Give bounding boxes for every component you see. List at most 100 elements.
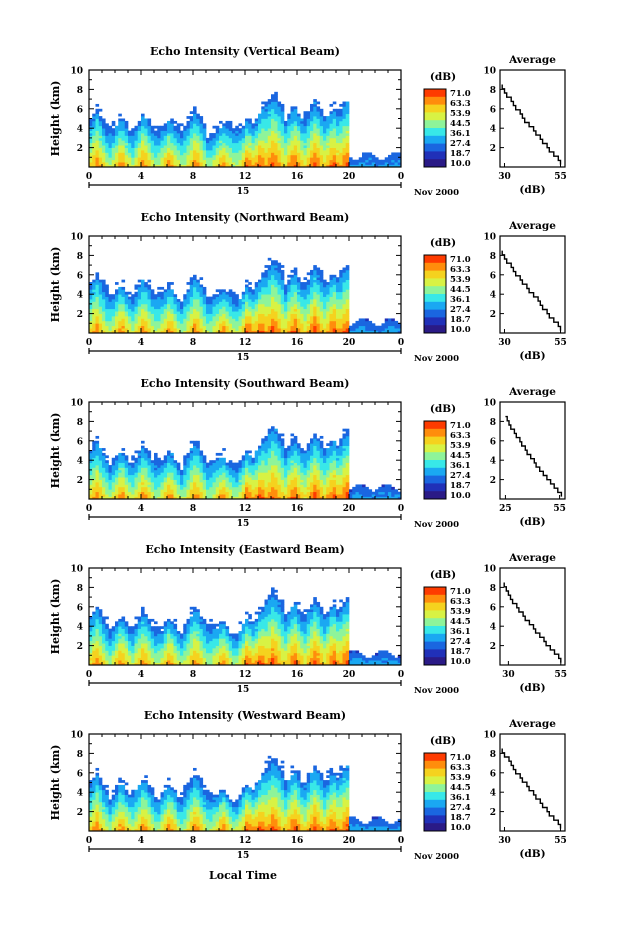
heatmap-cell (118, 496, 122, 500)
heatmap-cell (336, 303, 340, 307)
heatmap-cell (290, 137, 295, 141)
heatmap-cell (241, 496, 246, 500)
heatmap-cell (102, 157, 106, 161)
heatmap-cell (189, 137, 194, 141)
heatmap-cell (95, 306, 100, 310)
heatmap-cell (264, 469, 269, 473)
heatmap-cell (167, 301, 171, 305)
heatmap-cell (98, 301, 103, 305)
heatmap-cell (183, 460, 187, 463)
heatmap-cell (167, 479, 171, 483)
heatmap-cell (365, 328, 369, 331)
heatmap-cell (121, 123, 126, 127)
heatmap-cell (254, 135, 259, 139)
heatmap-cell (277, 154, 282, 158)
heatmap-cell (222, 496, 226, 500)
heatmap-cell (261, 443, 265, 446)
heatmap-cell (326, 147, 330, 151)
heatmap-cell (89, 147, 93, 151)
heatmap-cell (121, 472, 126, 476)
heatmap-cell (196, 311, 200, 314)
heatmap-cell (339, 301, 343, 305)
heatmap-cell (323, 152, 327, 156)
heatmap-cell (303, 135, 308, 139)
heatmap-cell (183, 467, 187, 471)
heatmap-cell (319, 125, 324, 129)
heatmap-cell (339, 284, 343, 288)
heatmap-cell (167, 145, 171, 148)
heatmap-cell (388, 325, 392, 329)
heatmap-cell (329, 128, 334, 131)
heatmap-cell (261, 272, 265, 276)
heatmap-cells (89, 426, 402, 500)
heatmap-cell (105, 465, 109, 468)
heatmap-cell (306, 289, 311, 293)
heatmap-cell (144, 325, 148, 329)
heatmap-cell (232, 479, 236, 483)
heatmap-cell (326, 128, 330, 131)
heatmap-cell (128, 479, 132, 483)
panel-0: Echo Intensity (Vertical Beam)246810Heig… (49, 45, 567, 198)
heatmap-cell (394, 162, 399, 165)
heatmap-cell (267, 474, 272, 478)
heatmap-cell (293, 133, 298, 136)
heatmap-cell (329, 286, 334, 290)
heatmap-cell (137, 460, 142, 463)
heatmap-cell (124, 120, 129, 124)
heatmap-cell (111, 140, 116, 144)
heatmap-cell (160, 164, 165, 168)
heatmap-cell (238, 130, 243, 134)
heatmap-cell (141, 452, 145, 456)
heatmap-cell (189, 316, 194, 319)
heatmap-cell (115, 137, 119, 141)
heatmap-cell (300, 299, 304, 302)
heatmap-cell (277, 472, 282, 476)
heatmap-cell (134, 157, 139, 161)
heatmap-cell (124, 465, 129, 468)
heatmap-cell (254, 123, 259, 127)
heatmap-cell (98, 484, 103, 488)
heatmap-cell (264, 320, 269, 324)
average-x-tick-label: 55 (554, 172, 567, 182)
heatmap-cell (141, 479, 145, 483)
heatmap-cell (163, 145, 168, 148)
heatmap-cell (293, 154, 298, 158)
heatmap-cell (199, 116, 204, 119)
heatmap-cell (271, 482, 275, 485)
heatmap-cell (310, 316, 314, 319)
heatmap-cell (293, 162, 298, 165)
heatmap-cell (241, 142, 246, 146)
heatmap-cell (183, 486, 187, 490)
heatmap-cell (235, 147, 239, 151)
heatmap-cell (167, 452, 171, 456)
heatmap-cell (280, 299, 285, 302)
heatmap-cell (92, 313, 96, 317)
heatmap-cell (212, 486, 217, 490)
heatmap-cell (290, 277, 295, 280)
heatmap-cell (316, 272, 321, 276)
heatmap-cell (193, 120, 197, 124)
heatmap-cell (261, 108, 265, 112)
heatmap-cell (326, 282, 330, 285)
heatmap-cell (235, 157, 239, 161)
heatmap-cell (329, 140, 334, 144)
heatmap-cell (147, 118, 152, 122)
heatmap-cell (342, 128, 347, 131)
heatmap-cell (271, 145, 275, 148)
heatmap-cell (277, 448, 282, 451)
heatmap-cell (277, 164, 282, 168)
heatmap-cell (293, 313, 298, 317)
heatmap-cell (124, 150, 129, 153)
heatmap-cell (144, 159, 148, 163)
heatmap-cell (150, 325, 155, 329)
heatmap-cell (173, 477, 178, 480)
heatmap-cell (196, 142, 200, 146)
heatmap-cell (228, 460, 233, 463)
heatmap-cell (212, 489, 217, 493)
heatmap-cell (332, 162, 337, 165)
heatmap-cell (326, 320, 330, 324)
heatmap-cell (144, 330, 148, 334)
heatmap-cell (115, 140, 119, 144)
heatmap-cell (345, 111, 350, 114)
heatmap-cell (180, 325, 184, 329)
